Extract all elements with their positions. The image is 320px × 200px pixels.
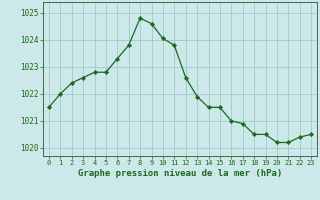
X-axis label: Graphe pression niveau de la mer (hPa): Graphe pression niveau de la mer (hPa) xyxy=(78,169,282,178)
